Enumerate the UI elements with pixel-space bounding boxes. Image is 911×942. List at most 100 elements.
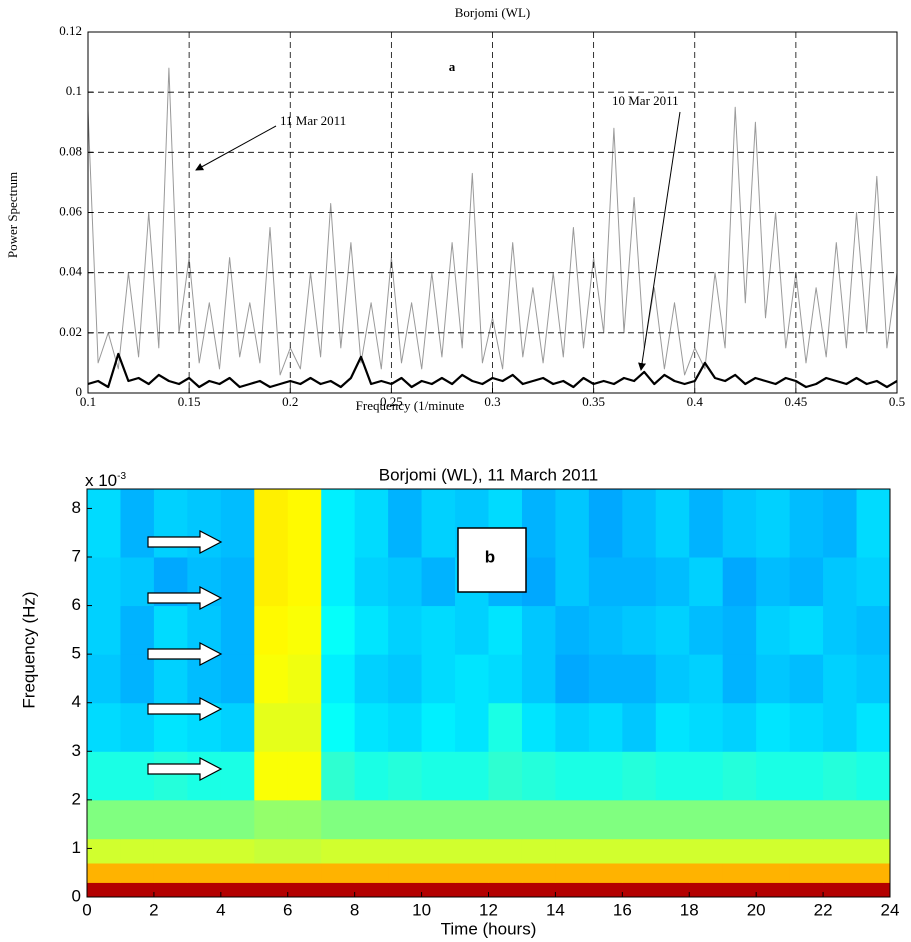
x-tick-label: 0.3 [484, 394, 500, 409]
y-axis-label: Power Spectrum [5, 172, 20, 258]
heat-cell [488, 799, 523, 840]
x-tick-label: 8 [350, 900, 359, 919]
heat-cell [287, 702, 322, 752]
heat-cell [756, 863, 791, 883]
heat-cell [521, 654, 556, 704]
x-tick-label: 0.25 [380, 394, 403, 409]
heat-cell [120, 838, 155, 864]
heat-cell [823, 489, 858, 558]
heat-cell [120, 799, 155, 840]
heat-cell [789, 489, 824, 558]
heat-cell [421, 751, 456, 801]
heat-cell [220, 882, 255, 898]
heat-cell [722, 702, 757, 752]
heat-cell [655, 799, 690, 840]
heat-cell [220, 557, 255, 607]
heat-cell [823, 882, 858, 898]
heat-cell [321, 489, 356, 558]
heat-cell [555, 751, 590, 801]
heat-cell [421, 882, 456, 898]
heat-cell [388, 799, 423, 840]
x-tick-label: 24 [881, 900, 900, 919]
heat-cell [488, 882, 523, 898]
heat-cell [153, 605, 188, 655]
arrow-marker [147, 697, 223, 721]
heat-cell [756, 605, 791, 655]
heat-cell [789, 751, 824, 801]
annotation-arrow [195, 125, 277, 171]
heat-cell [153, 654, 188, 704]
heat-cell [388, 838, 423, 864]
heat-cell [555, 489, 590, 558]
x-tick-label: 2 [149, 900, 158, 919]
arrow-marker [147, 757, 223, 781]
heat-cell [354, 654, 389, 704]
y-tick-label: 0.06 [59, 203, 82, 218]
heat-cell [789, 557, 824, 607]
heat-cell [622, 863, 657, 883]
heat-cell [856, 605, 891, 655]
heat-cell [622, 489, 657, 558]
heat-cell [689, 882, 724, 898]
heat-cell [689, 605, 724, 655]
heat-cell [321, 557, 356, 607]
heat-cell [354, 838, 389, 864]
heat-cell [689, 751, 724, 801]
heat-cell [421, 863, 456, 883]
heat-cell [354, 557, 389, 607]
series-label: 10 Mar 2011 [612, 93, 679, 108]
x-tick-label: 6 [283, 900, 292, 919]
heat-cell [823, 799, 858, 840]
heat-cell [789, 605, 824, 655]
heat-cell [388, 605, 423, 655]
heat-cell [87, 838, 121, 864]
heat-cell [220, 489, 255, 558]
x-tick-label: 18 [680, 900, 699, 919]
panel-label: a [449, 59, 456, 74]
heat-cell [254, 605, 289, 655]
heat-cell [789, 702, 824, 752]
heat-cell [488, 605, 523, 655]
heat-cell [87, 654, 121, 704]
heat-cell [756, 654, 791, 704]
heat-cell [722, 751, 757, 801]
heat-cell [689, 702, 724, 752]
heat-cell [521, 489, 556, 558]
heat-cell [823, 702, 858, 752]
heat-cell [588, 799, 623, 840]
heat-cell [655, 654, 690, 704]
heat-cell [756, 882, 791, 898]
x-tick-label: 14 [546, 900, 565, 919]
heat-cell [588, 605, 623, 655]
heat-cell [722, 799, 757, 840]
heat-cell [722, 654, 757, 704]
heat-cell [220, 751, 255, 801]
heat-cell [87, 799, 121, 840]
heat-cell [421, 654, 456, 704]
heat-cell [87, 489, 121, 558]
heat-cell [187, 838, 222, 864]
heat-cell [254, 654, 289, 704]
heat-cell [856, 489, 891, 558]
multiplier-exponent: -3 [117, 471, 126, 482]
heat-cell [722, 557, 757, 607]
x-tick-label: 0.45 [785, 394, 808, 409]
heat-cell [722, 863, 757, 883]
heat-cell [254, 799, 289, 840]
arrow-marker [147, 530, 223, 554]
y-tick-label: 4 [72, 692, 81, 711]
heat-cell [689, 838, 724, 864]
heat-cell [388, 489, 423, 558]
heat-cell [87, 863, 121, 883]
x-tick-label: 0 [82, 900, 91, 919]
heat-cell [421, 605, 456, 655]
heat-cell [321, 751, 356, 801]
heat-cell [153, 882, 188, 898]
heat-cell [521, 882, 556, 898]
heat-cell [655, 489, 690, 558]
heat-cell [254, 882, 289, 898]
heat-cell [655, 863, 690, 883]
annotation-arrow [638, 111, 681, 371]
x-tick-label: 0.5 [889, 394, 905, 409]
heat-cell [187, 863, 222, 883]
